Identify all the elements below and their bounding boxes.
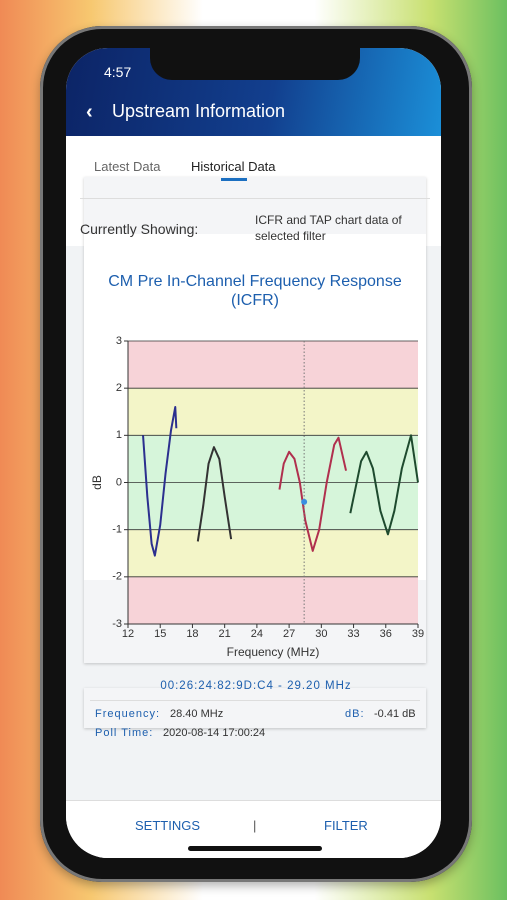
band xyxy=(128,529,418,577)
divider xyxy=(80,198,430,199)
x-tick-label: 12 xyxy=(122,628,134,640)
info-label: Poll Time: xyxy=(95,727,154,739)
filter-value: ICFR and TAP chart data of selected filt… xyxy=(255,213,402,243)
header-title: Upstream Information xyxy=(112,101,286,121)
x-tick-label: 27 xyxy=(283,628,295,640)
info-label: Frequency: xyxy=(95,708,161,720)
y-tick-label: 1 xyxy=(116,429,122,441)
next-card xyxy=(84,688,426,728)
y-tick-label: 3 xyxy=(116,335,122,347)
x-tick-label: 21 xyxy=(219,628,231,640)
line-series xyxy=(278,436,348,552)
info-value: 2020-08-14 17:00:24 xyxy=(163,727,266,739)
line-series xyxy=(349,434,419,536)
settings-button[interactable]: SETTINGS xyxy=(135,818,201,833)
line-series xyxy=(142,406,178,557)
tab[interactable]: Latest Data xyxy=(94,159,161,174)
filter-button[interactable]: FILTER xyxy=(324,818,368,833)
line-series xyxy=(196,446,233,542)
tab-indicator xyxy=(220,178,247,181)
x-tick-label: 39 xyxy=(412,628,424,640)
back-button[interactable]: ‹ xyxy=(86,101,93,123)
notch xyxy=(150,48,360,80)
x-tick-label: 15 xyxy=(154,628,166,640)
card-title: CM Pre In-Channel Frequency Response (IC… xyxy=(108,273,402,309)
x-tick-label: 30 xyxy=(315,628,327,640)
x-tick-label: 33 xyxy=(347,628,359,640)
x-tick-label: 36 xyxy=(380,628,392,640)
y-tick-label: 0 xyxy=(116,476,122,488)
y-tick-label: -2 xyxy=(112,571,122,583)
x-tick-label: 18 xyxy=(186,628,198,640)
separator: | xyxy=(253,818,257,833)
tab[interactable]: Historical Data xyxy=(191,159,276,174)
home-indicator xyxy=(188,846,322,851)
cursor-point xyxy=(301,498,308,505)
device-label: 00:26:24:82:9D:C4 - 29.20 MHz xyxy=(160,680,352,692)
x-tick-label: 24 xyxy=(251,628,263,640)
filter-label: Currently Showing: xyxy=(80,221,199,237)
info-value: -0.41 dB xyxy=(374,708,416,720)
y-tick-label: 2 xyxy=(116,382,122,394)
info-label: dB: xyxy=(345,708,365,720)
band xyxy=(128,341,418,389)
status-time: 4:57 xyxy=(104,64,132,80)
x-axis-label: Frequency (MHz) xyxy=(227,645,320,659)
y-tick-label: -3 xyxy=(112,618,122,630)
band xyxy=(128,576,418,624)
y-tick-label: -1 xyxy=(112,524,122,536)
divider xyxy=(90,700,420,701)
y-axis-label: dB xyxy=(90,475,104,490)
info-value: 28.40 MHz xyxy=(170,708,224,720)
